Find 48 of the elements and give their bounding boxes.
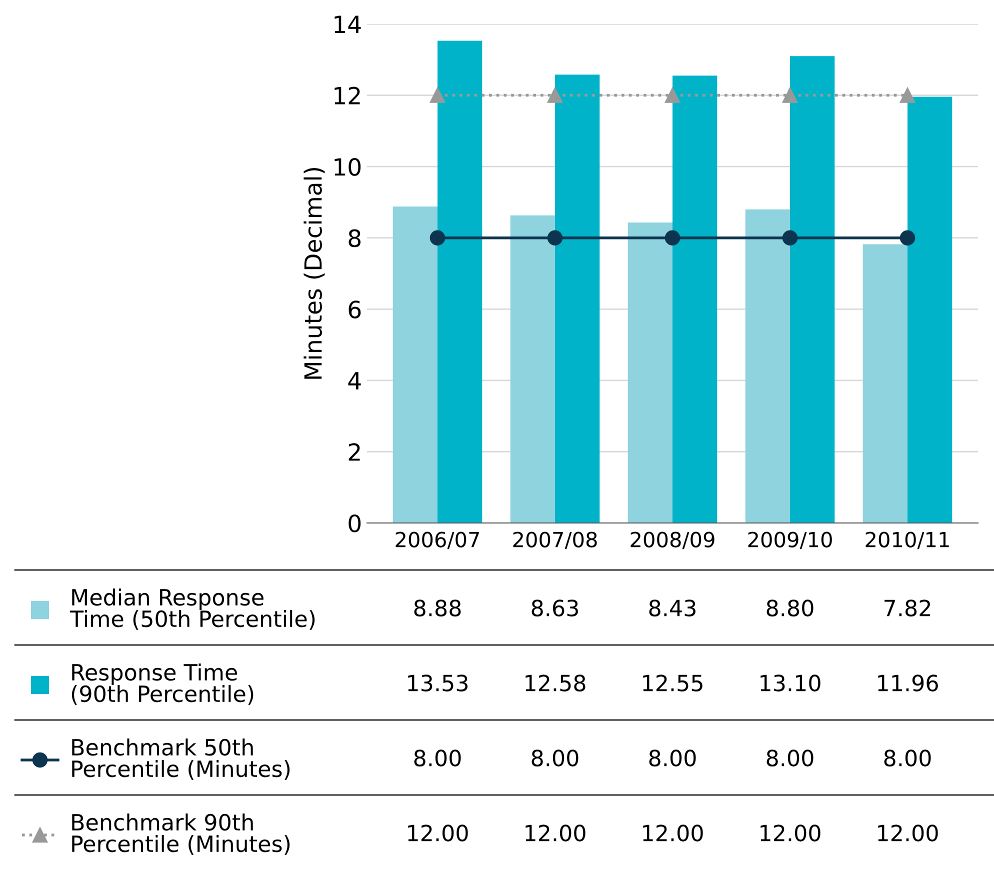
- data-label: 12.58: [526, 674, 586, 692]
- data-label: 12.55: [643, 674, 702, 692]
- y-tick-label: 8: [348, 229, 361, 248]
- legend-label: Benchmark 50th Percentile (Minutes): [72, 738, 290, 780]
- data-label: 12.00: [760, 824, 820, 842]
- data-label: 8.63: [532, 600, 578, 616]
- y-tick-label: 6: [348, 300, 361, 318]
- bar: [745, 209, 790, 523]
- bar: [862, 244, 908, 523]
- data-label: 8.88: [414, 600, 461, 616]
- data-label: 11.96: [878, 674, 938, 692]
- legend-label: Benchmark 90th Percentile (Minutes): [72, 813, 290, 855]
- y-tick-label: 0: [348, 514, 361, 532]
- data-label: 12.00: [643, 824, 703, 842]
- data-label: 12.00: [526, 824, 586, 842]
- x-tick-label: 2010/11: [866, 532, 949, 550]
- data-label: 8.00: [649, 750, 696, 766]
- x-tick-label: 2008/09: [630, 532, 714, 550]
- x-tick-label: 2007/08: [513, 532, 597, 550]
- bar: [555, 74, 600, 523]
- data-label: 7.82: [884, 600, 930, 616]
- bar: [790, 56, 835, 523]
- y-tick-label: 14: [334, 16, 361, 33]
- data-label: 13.10: [760, 674, 820, 692]
- data-label: 8.00: [884, 750, 931, 766]
- y-tick-label: 10: [334, 158, 361, 176]
- data-label: 8.43: [649, 600, 696, 616]
- y-axis-title: Minutes (Decimal): [304, 168, 325, 379]
- data-label: 13.53: [408, 674, 468, 692]
- y-tick-label: 12: [334, 86, 360, 104]
- bar: [510, 215, 555, 523]
- legend-label: Median Response Time (50th Percentile): [70, 588, 315, 630]
- data-label: 8.00: [414, 750, 461, 766]
- y-tick-label: 4: [348, 372, 361, 390]
- data-label: 12.00: [878, 824, 938, 842]
- bar: [672, 76, 718, 523]
- data-label: 12.00: [408, 824, 468, 842]
- legend-label: Response Time (90th Percentile): [72, 663, 254, 705]
- data-label: 8.80: [766, 600, 814, 616]
- bar: [628, 222, 672, 523]
- bar: [908, 96, 952, 523]
- data-label: 8.00: [766, 750, 814, 766]
- y-tick-label: 2: [348, 443, 360, 461]
- x-tick-label: 2009/10: [748, 532, 832, 550]
- bar: [438, 40, 482, 523]
- x-tick-label: 2006/07: [396, 532, 479, 550]
- bar: [392, 206, 438, 523]
- data-label: 8.00: [532, 750, 578, 766]
